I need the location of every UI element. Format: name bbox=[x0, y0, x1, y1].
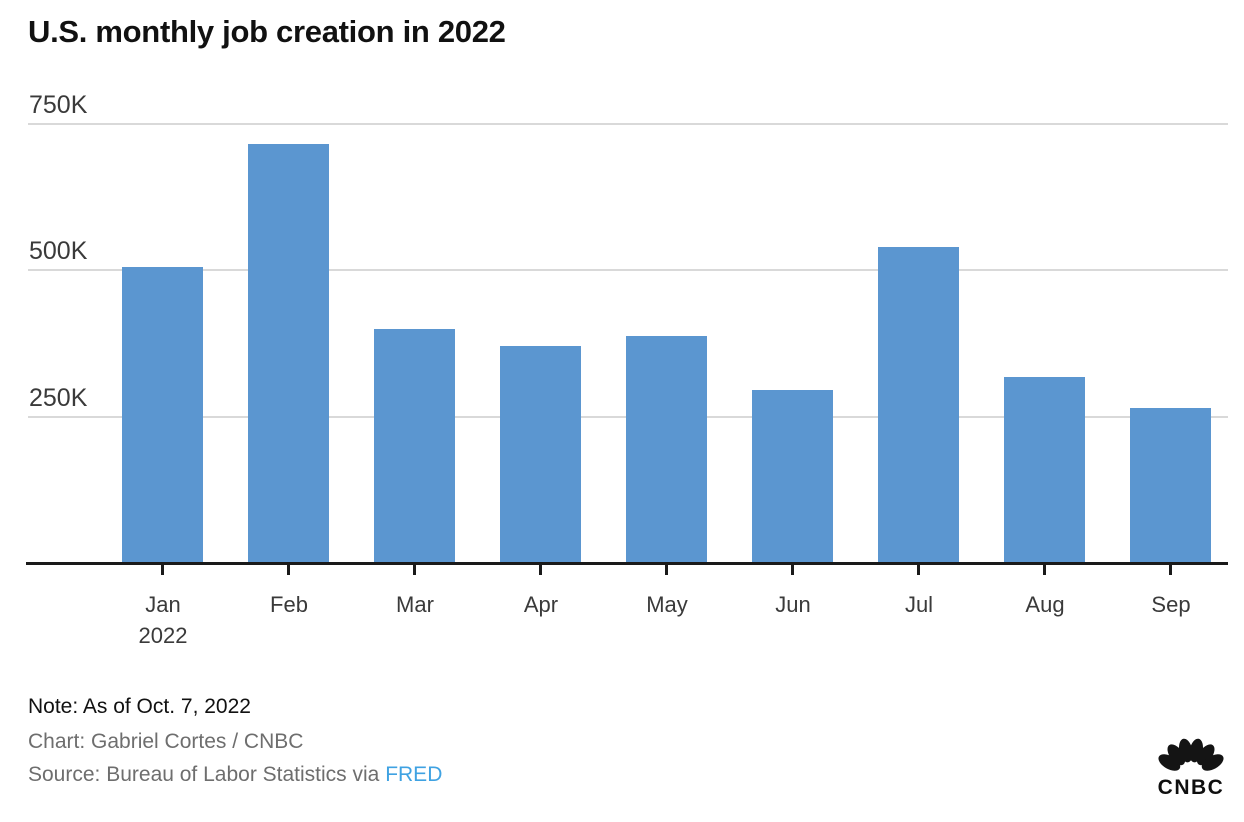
x-axis-tick-aug bbox=[1043, 565, 1046, 575]
bar-feb bbox=[248, 144, 329, 562]
x-axis-label-feb: Feb bbox=[270, 592, 308, 617]
x-axis-tick-may bbox=[665, 565, 668, 575]
source-link-fred[interactable]: FRED bbox=[385, 763, 443, 786]
cnbc-logo: CNBC bbox=[1152, 731, 1230, 800]
cnbc-logo-text: CNBC bbox=[1157, 776, 1225, 799]
bar-mar bbox=[374, 329, 455, 562]
x-axis-tick-feb bbox=[287, 565, 290, 575]
bar-jan bbox=[122, 267, 203, 562]
x-axis-tick-jan bbox=[161, 565, 164, 575]
bar-sep bbox=[1130, 408, 1211, 562]
chart-credit: Chart: Gabriel Cortes / CNBC bbox=[28, 730, 304, 753]
x-axis-label-aug: Aug bbox=[1025, 592, 1065, 617]
bar-jul bbox=[878, 247, 959, 562]
source-text: Source: Bureau of Labor Statistics via bbox=[28, 763, 386, 786]
x-axis-line bbox=[26, 562, 1228, 565]
bar-chart-plot: 750K 500K 250K Jan 2022 Feb Mar Apr May Jun Jul Aug… bbox=[26, 91, 1228, 651]
bar-apr bbox=[500, 346, 581, 562]
x-axis-tick-mar bbox=[413, 565, 416, 575]
chart-source: Source: Bureau of Labor Statistics via F… bbox=[28, 763, 442, 787]
peacock-icon bbox=[1158, 738, 1224, 771]
y-axis-tick-label-250K: 250K bbox=[29, 384, 88, 412]
chart-title: U.S. monthly job creation in 2022 bbox=[28, 14, 506, 49]
bar-jun bbox=[752, 390, 833, 562]
y-axis-tick-label-500K: 500K bbox=[29, 237, 88, 265]
chart-note: Note: As of Oct. 7, 2022 bbox=[28, 695, 251, 718]
bar-aug bbox=[1004, 377, 1085, 562]
x-axis-tick-sep bbox=[1169, 565, 1172, 575]
x-axis-tick-apr bbox=[539, 565, 542, 575]
x-axis-label-sep: Sep bbox=[1151, 592, 1191, 617]
gridline-750K bbox=[28, 123, 1228, 125]
x-axis-label-apr: Apr bbox=[523, 592, 559, 617]
gridline-500K bbox=[28, 269, 1228, 271]
x-axis-tick-jun bbox=[791, 565, 794, 575]
x-axis-label-jul: Jul bbox=[904, 592, 934, 617]
x-axis-label-year: 2022 bbox=[138, 623, 188, 648]
y-axis-tick-label-750K: 750K bbox=[29, 91, 88, 119]
x-axis-label-may: May bbox=[646, 592, 688, 617]
x-axis-label-mar: Mar bbox=[396, 592, 434, 617]
x-axis-tick-jul bbox=[917, 565, 920, 575]
x-axis-label-jan: Jan 2022 bbox=[98, 589, 228, 651]
x-axis-label-jun: Jun bbox=[775, 592, 811, 617]
bar-may bbox=[626, 336, 707, 562]
